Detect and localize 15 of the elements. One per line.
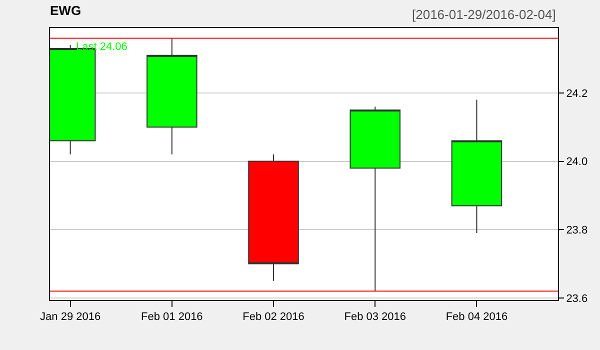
y-tick-label: 23.8: [566, 224, 588, 236]
y-tick-label: 24.2: [566, 88, 588, 100]
chart-subtitle: [2016-01-29/2016-02-04]: [412, 7, 556, 22]
chart-title: EWG: [50, 3, 82, 18]
x-tick-label: Feb 02 2016: [242, 311, 304, 324]
candlestick: [451, 99, 502, 234]
candlestick: [146, 38, 198, 155]
y-tick-label: 24.0: [566, 156, 588, 168]
y-tick-label: 23.6: [566, 292, 588, 305]
x-tick-label: Feb 04 2016: [446, 311, 508, 324]
x-tick-label: Feb 01 2016: [141, 311, 203, 324]
x-tick-label: Jan 29 2016: [40, 311, 101, 324]
candlestick: [350, 106, 401, 292]
candlestick: [248, 154, 299, 282]
x-tick-label: Feb 03 2016: [344, 311, 406, 324]
